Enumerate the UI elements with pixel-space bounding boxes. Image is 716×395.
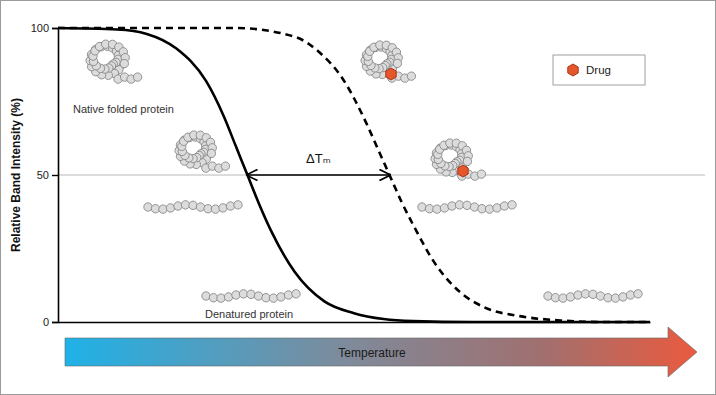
bead <box>559 294 567 302</box>
bead <box>174 202 182 210</box>
curve <box>58 28 650 322</box>
y-tick-label: 50 <box>37 169 49 181</box>
bead <box>393 59 401 67</box>
bead <box>226 202 234 210</box>
bead <box>574 291 582 299</box>
folded-icon <box>86 40 142 83</box>
y-tick: 0 <box>43 316 58 328</box>
delta-tm-arrow <box>247 174 389 175</box>
drug-icon <box>568 64 578 76</box>
bead <box>626 291 634 299</box>
y-tick-mark <box>52 175 58 176</box>
bead <box>211 205 219 213</box>
bead <box>619 293 627 301</box>
bead <box>189 201 197 209</box>
bead <box>196 203 204 211</box>
y-tick: 50 <box>37 169 58 181</box>
legend-box <box>553 55 645 85</box>
bead <box>144 203 152 211</box>
grid <box>58 175 705 176</box>
y-tick-mark <box>52 322 58 323</box>
bead <box>277 293 285 301</box>
folded-icon <box>361 41 416 82</box>
bead <box>470 203 478 211</box>
y-axis: 0 50 100 <box>31 22 59 328</box>
bead <box>221 162 229 170</box>
bead <box>166 204 174 212</box>
y-tick-mark <box>52 28 58 29</box>
x-axis-line <box>59 322 651 324</box>
drug-icon <box>386 68 396 80</box>
bead <box>544 292 552 300</box>
x-axis-title: Temperature <box>338 346 406 360</box>
denatured-icon <box>202 290 300 303</box>
bead <box>202 292 210 300</box>
bead <box>207 149 215 157</box>
bead <box>284 291 292 299</box>
bead <box>433 205 441 213</box>
bead <box>448 202 456 210</box>
bead <box>234 201 242 209</box>
denatured-icon <box>418 201 516 214</box>
folded-icon <box>431 139 486 180</box>
annotation: Native folded protein <box>73 103 174 115</box>
bead <box>477 170 485 178</box>
bead <box>611 294 619 302</box>
bead <box>500 202 508 210</box>
x-axis <box>59 322 651 323</box>
y-tick-label: 0 <box>43 316 49 328</box>
delta-tm-label: ΔTₘ <box>306 151 331 166</box>
bead <box>407 72 415 80</box>
bead <box>232 291 240 299</box>
bead <box>493 204 501 212</box>
grid-line <box>58 175 705 176</box>
y-axis-line <box>52 29 59 323</box>
bead <box>463 201 471 209</box>
y-tick-label: 100 <box>31 22 49 34</box>
bead <box>485 205 493 213</box>
bead <box>463 157 471 165</box>
legend: Drug <box>553 55 645 85</box>
bead <box>120 59 128 67</box>
bead <box>224 293 232 301</box>
bead <box>254 292 262 300</box>
curve <box>58 28 650 322</box>
bead <box>219 204 227 212</box>
bead <box>133 73 141 81</box>
legend-label: Drug <box>586 64 611 76</box>
denatured-icon <box>144 201 242 214</box>
bead <box>566 293 574 301</box>
annotation: Denatured protein <box>205 308 293 320</box>
y-tick: 100 <box>31 22 58 34</box>
bead <box>596 292 604 300</box>
plot-area <box>58 28 650 322</box>
bead <box>508 201 516 209</box>
bead <box>634 290 642 298</box>
bead <box>247 290 255 298</box>
bead <box>159 205 167 213</box>
bead <box>269 294 277 302</box>
bead <box>589 290 597 298</box>
bead <box>440 204 448 212</box>
y-axis-title: Relative Band Intensity (%) <box>9 98 23 252</box>
drug-icon <box>458 165 468 177</box>
temperature-arrow <box>65 327 697 377</box>
denatured-icon <box>544 290 642 303</box>
chart: Native folded protein Denatured protein Dr… <box>0 0 716 395</box>
bead <box>217 294 225 302</box>
bead <box>292 290 300 298</box>
bead <box>418 203 426 211</box>
frame <box>1 1 716 395</box>
folded-icon <box>175 131 230 172</box>
